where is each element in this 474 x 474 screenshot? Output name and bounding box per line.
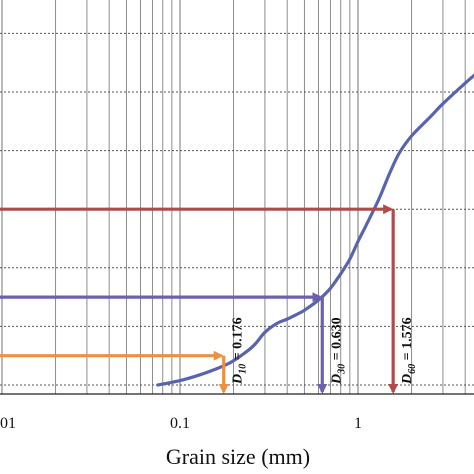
- d60-label: D60 = 1.576: [400, 317, 418, 385]
- d30-label-symbol: D: [329, 374, 344, 385]
- x-tick-label: 0.1: [170, 415, 190, 432]
- d10-label: D10 = 0.176: [231, 317, 249, 385]
- d30-label: D30 = 0.630: [329, 317, 347, 385]
- series-layer: [156, 73, 474, 387]
- gradation-curve-line: [156, 73, 474, 387]
- d10-label-subscript: 10: [238, 364, 249, 374]
- d10-label-symbol: D: [231, 374, 246, 385]
- x-tick-label: 0.01: [0, 415, 16, 432]
- x-tick-label: 1: [354, 415, 362, 432]
- d60-label-subscript: 60: [407, 364, 418, 374]
- d60-label-value: = 1.576: [400, 317, 415, 363]
- x-tick-labels: 0.01 0.1 1: [0, 415, 362, 432]
- d60-label-symbol: D: [400, 374, 415, 385]
- d10-label-value: = 0.176: [231, 317, 246, 363]
- d30-label-subscript: 30: [336, 364, 347, 375]
- x-axis-title: Grain size (mm): [166, 444, 310, 469]
- d30-label-value: = 0.630: [329, 317, 344, 363]
